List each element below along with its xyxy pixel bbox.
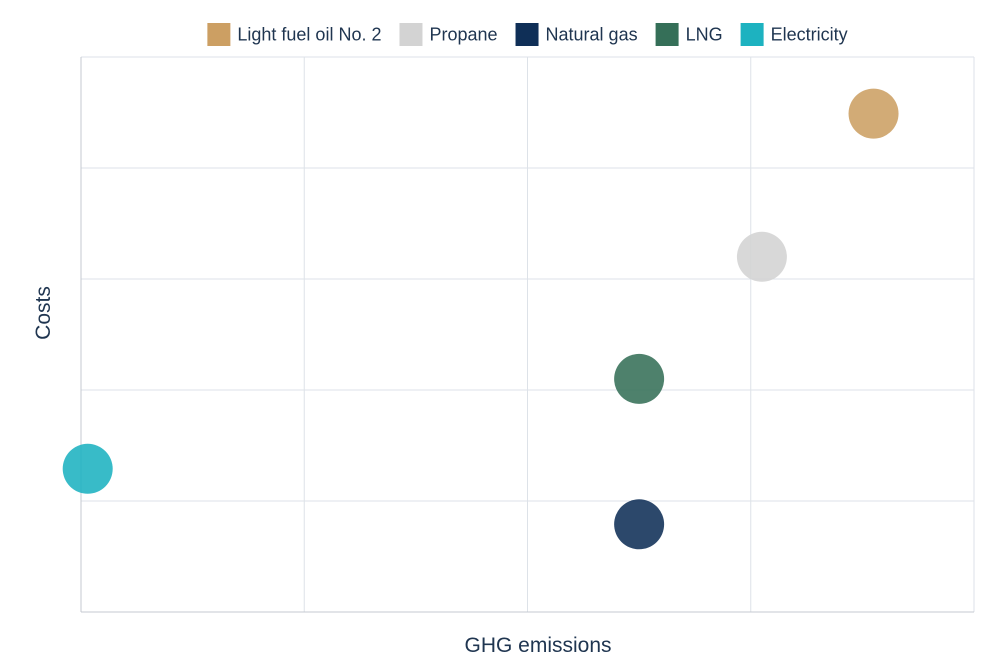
legend-item-propane: Propane: [399, 23, 498, 46]
legend-label: Light fuel oil No. 2: [237, 25, 381, 45]
data-point-electricity: [62, 443, 113, 494]
legend-swatch: [207, 23, 231, 46]
data-point-propane: [736, 231, 787, 282]
axes: [80, 57, 974, 613]
legend-label: Electricity: [771, 25, 848, 45]
legend-swatch: [515, 23, 539, 46]
legend-swatch: [655, 23, 679, 46]
legend-label: LNG: [686, 25, 723, 45]
data-point-natural-gas: [614, 499, 665, 550]
legend-label: Natural gas: [546, 25, 638, 45]
legend-item-natural-gas: Natural gas: [515, 23, 638, 46]
legend-item-electricity: Electricity: [740, 23, 848, 46]
gridlines: [81, 56, 975, 612]
legend-swatch: [740, 23, 764, 46]
legend-item-lng: LNG: [655, 23, 723, 46]
legend: Light fuel oil No. 2 Propane Natural gas LN…: [207, 23, 848, 46]
legend-label: Propane: [429, 25, 497, 45]
data-point-light-fuel-oil-no-2: [848, 88, 899, 139]
x-axis-title: GHG emissions: [464, 634, 611, 657]
y-axis-title: Costs: [32, 286, 55, 340]
legend-swatch: [399, 23, 423, 46]
data-point-lng: [614, 353, 665, 404]
legend-item-light-fuel-oil-no-2: Light fuel oil No. 2: [207, 23, 381, 46]
data-points: [62, 88, 899, 550]
